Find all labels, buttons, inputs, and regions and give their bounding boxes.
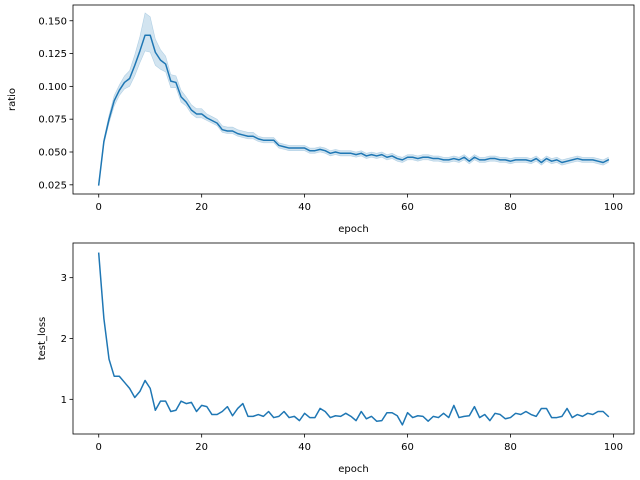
test-loss-y-axis-label: test_loss [37,317,48,361]
test-loss-x-tick-label: 20 [195,442,208,453]
test-loss-x-tick-label: 40 [298,442,311,453]
ratio-y-tick-label: 0.025 [38,180,67,191]
ratio-line [97,34,610,186]
ratio-x-axis-label: epoch [338,224,368,235]
test-loss-x-ticks: 0 20 40 60 80 100 [96,434,623,453]
ratio-y-tick-label: 0.050 [38,148,67,159]
test-loss-x-axis-label: epoch [338,464,368,475]
ratio-x-tick-label: 0 [96,202,102,213]
ratio-axes-frame [72,4,635,195]
ratio-y-tick-label: 0.075 [38,115,67,126]
test-loss-x-tick-label: 60 [401,442,414,453]
test-loss-x-tick-label: 80 [504,442,517,453]
ratio-x-tick-label: 100 [604,202,623,213]
ratio-panel: 0 20 40 60 80 100 0.0250.0500.0750.1000.1250.… [7,4,635,235]
test-loss-y-tick-label: 3 [61,273,67,284]
ratio-confidence-band [98,12,609,187]
ratio-x-tick-label: 20 [195,202,208,213]
ratio-x-tick-label: 80 [504,202,517,213]
test-loss-y-ticks: 1 2 3 [61,273,73,406]
ratio-y-tick-label: 0.100 [38,82,67,93]
ratio-x-tick-label: 60 [401,202,414,213]
ratio-y-tick-label: 0.150 [38,16,67,27]
test-loss-panel: 0 20 40 60 80 100 1 2 3 epoch test_loss [37,242,635,475]
ratio-x-tick-label: 40 [298,202,311,213]
test-loss-x-tick-label: 0 [96,442,102,453]
test-loss-axes-frame [72,242,635,435]
test-loss-y-tick-label: 2 [61,334,67,345]
test-loss-line [97,252,610,426]
ratio-y-axis-label: ratio [7,88,18,111]
ratio-y-tick-label: 0.125 [38,49,67,60]
ratio-y-ticks: 0.025 0.050 0.075 0.100 0.125 0.150 [38,16,73,191]
test-loss-x-tick-label: 100 [604,442,623,453]
test-loss-y-tick-label: 1 [61,395,67,406]
ratio-x-ticks: 0 20 40 60 80 100 [96,194,623,213]
